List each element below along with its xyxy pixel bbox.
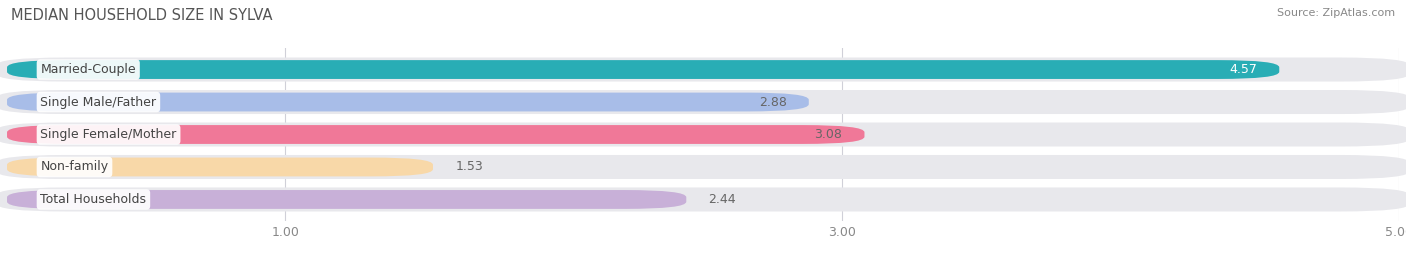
FancyBboxPatch shape bbox=[0, 90, 1406, 114]
FancyBboxPatch shape bbox=[7, 125, 865, 144]
Text: 2.44: 2.44 bbox=[709, 193, 737, 206]
FancyBboxPatch shape bbox=[7, 190, 686, 209]
Text: MEDIAN HOUSEHOLD SIZE IN SYLVA: MEDIAN HOUSEHOLD SIZE IN SYLVA bbox=[11, 8, 273, 23]
Text: 1.53: 1.53 bbox=[456, 161, 484, 174]
Text: 2.88: 2.88 bbox=[759, 95, 786, 108]
FancyBboxPatch shape bbox=[7, 158, 433, 176]
FancyBboxPatch shape bbox=[7, 60, 1279, 79]
FancyBboxPatch shape bbox=[0, 58, 1406, 82]
Text: Single Male/Father: Single Male/Father bbox=[41, 95, 156, 108]
Text: Single Female/Mother: Single Female/Mother bbox=[41, 128, 177, 141]
FancyBboxPatch shape bbox=[7, 93, 808, 111]
FancyBboxPatch shape bbox=[0, 155, 1406, 179]
FancyBboxPatch shape bbox=[0, 187, 1406, 211]
Text: Married-Couple: Married-Couple bbox=[41, 63, 136, 76]
FancyBboxPatch shape bbox=[0, 122, 1406, 147]
Text: Non-family: Non-family bbox=[41, 161, 108, 174]
Text: Total Households: Total Households bbox=[41, 193, 146, 206]
Text: 3.08: 3.08 bbox=[814, 128, 842, 141]
Text: Source: ZipAtlas.com: Source: ZipAtlas.com bbox=[1277, 8, 1395, 18]
Text: 4.57: 4.57 bbox=[1229, 63, 1257, 76]
